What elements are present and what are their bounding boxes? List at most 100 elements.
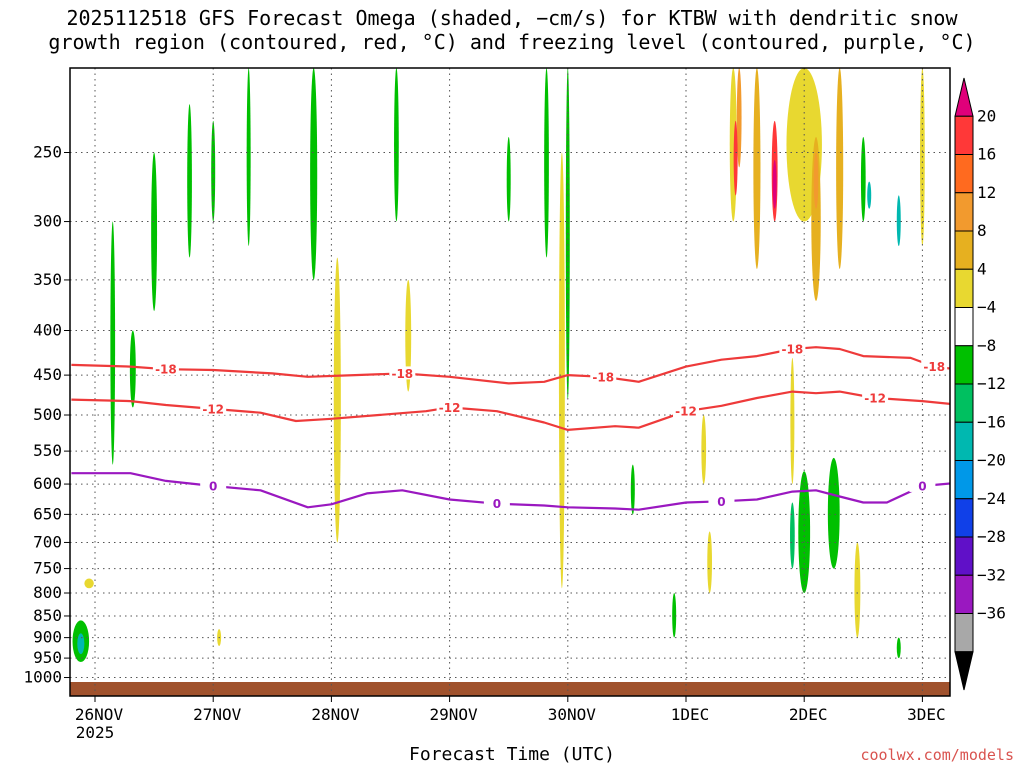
omega-region-28 <box>867 181 872 209</box>
colorbar-swatch-6 <box>954 307 974 347</box>
omega-region-20 <box>753 68 761 269</box>
ytick-label-750: 750 <box>33 559 62 578</box>
colorbar-label-11: −28 <box>977 527 1006 546</box>
omega-region-4 <box>129 330 136 408</box>
omega-region-9 <box>310 68 318 280</box>
omega-region-1 <box>77 633 85 655</box>
colorbar-swatch-5 <box>954 268 974 308</box>
colorbar-label-7: −12 <box>977 374 1006 393</box>
omega-region-25 <box>813 152 819 209</box>
colorbar-label-1: 16 <box>977 145 996 164</box>
plot-frame <box>69 67 951 697</box>
title-line-1: 2025112518 GFS Forecast Omega (shaded, −… <box>66 6 958 30</box>
ytick-label-1000: 1000 <box>23 668 62 687</box>
omega-region-19 <box>733 120 738 196</box>
contour-label-0-3: -18 <box>782 342 804 356</box>
colorbar-swatch-10 <box>954 460 974 500</box>
contour-label-bg-2-2 <box>708 494 735 508</box>
omega-region-37 <box>707 531 713 594</box>
ytick-label-850: 850 <box>33 606 62 625</box>
colorbar-swatch-2 <box>954 154 974 194</box>
xtick-label-1DEC: 1DEC <box>671 705 710 724</box>
colorbar-swatch-1 <box>954 115 974 155</box>
contour-label-bg-1-1 <box>436 400 463 414</box>
colorbar-label-9: −20 <box>977 451 1006 470</box>
grid <box>70 68 950 696</box>
omega-region-35 <box>790 357 795 485</box>
omega-region-2 <box>84 578 94 589</box>
ytick-label-350: 350 <box>33 270 62 289</box>
colorbar-swatch-11 <box>954 498 974 538</box>
contour-label-1-1: -12 <box>439 401 461 415</box>
contour-label-bg-0-0 <box>152 362 179 376</box>
contour-line-0 <box>71 472 950 511</box>
contour-label-2-0: 0 <box>209 479 217 493</box>
contour-label-1-3: -12 <box>864 391 886 405</box>
contour-label-bg-1-0 <box>200 401 227 415</box>
ytick-label-250: 250 <box>33 143 62 162</box>
ytick-label-650: 650 <box>33 504 62 523</box>
colorbar-label-0: 20 <box>977 106 996 125</box>
contour-label-0-2: -18 <box>592 370 614 384</box>
contours: -18 -18 -18 -18 -18 -12 -12 -12 -12 0 0 0 0 <box>71 341 950 511</box>
colorbar-swatch-3 <box>954 192 974 232</box>
omega-region-32 <box>790 502 795 569</box>
omega-region-39 <box>630 464 635 515</box>
colorbar-swatch-13 <box>954 574 974 614</box>
omega-region-26 <box>836 68 844 269</box>
colorbar-label-6: −8 <box>977 336 996 355</box>
omega-region-8 <box>246 68 251 246</box>
contour-label-bg-2-0 <box>200 478 227 492</box>
omega-region-11 <box>394 68 399 222</box>
xtick-label-3DEC: 3DEC <box>907 705 946 724</box>
contour-label-bg-1-2 <box>673 404 699 418</box>
colorbar-swatch-7 <box>954 345 974 385</box>
credit-link[interactable]: coolwx.com/models <box>860 746 1014 764</box>
contour-label-1-2: -12 <box>675 405 697 419</box>
omega-region-12 <box>405 279 412 392</box>
omega-region-22 <box>772 160 777 209</box>
contour-label-0-4: -18 <box>923 360 945 374</box>
omega-region-7 <box>211 120 216 222</box>
chart-title: 2025112518 GFS Forecast Omega (shaded, −… <box>0 6 1024 54</box>
ytick-label-500: 500 <box>33 405 62 424</box>
omega-region-38 <box>672 593 677 638</box>
contour-label-2-1: 0 <box>493 497 501 511</box>
ytick-label-900: 900 <box>33 628 62 647</box>
contour-label-bg-0-1 <box>389 366 416 380</box>
xtick-label-2DEC: 2DEC <box>789 705 828 724</box>
colorbar-top-arrow <box>954 77 974 117</box>
contour-label-0-1: -18 <box>391 367 413 381</box>
omega-region-10 <box>333 257 341 543</box>
contour-label-1-0: -12 <box>202 402 224 416</box>
ytick-label-700: 700 <box>33 532 62 551</box>
ytick-label-950: 950 <box>33 648 62 667</box>
omega-region-24 <box>811 137 821 301</box>
x-axis-label: Forecast Time (UTC) <box>409 744 615 765</box>
ground-bar <box>70 682 950 696</box>
omega-region-31 <box>798 471 811 594</box>
contour-label-bg-0-4 <box>921 359 948 373</box>
omega-region-36 <box>701 415 707 485</box>
contour-label-2-2: 0 <box>717 495 725 509</box>
colorbar-swatch-4 <box>954 230 974 270</box>
omega-region-13 <box>506 137 511 222</box>
contour-label-bg-2-1 <box>483 496 510 510</box>
contour-line--12 <box>71 390 950 431</box>
omega-region-33 <box>827 457 840 569</box>
omega-shading <box>72 68 925 663</box>
colorbar-label-12: −32 <box>977 565 1006 584</box>
xtick-sublabel-26NOV: 2025 <box>76 723 115 742</box>
omega-region-14 <box>544 68 549 258</box>
colorbar-label-5: −4 <box>977 298 996 317</box>
colorbar-label-3: 8 <box>977 221 987 240</box>
omega-region-3 <box>110 221 116 465</box>
colorbar-label-2: 12 <box>977 183 996 202</box>
colorbar-swatch-9 <box>954 421 974 461</box>
colorbar-label-10: −24 <box>977 489 1006 508</box>
contour-label-bg-0-3 <box>779 341 806 355</box>
ytick-label-450: 450 <box>33 365 62 384</box>
contour-label-0-0: -18 <box>155 363 177 377</box>
